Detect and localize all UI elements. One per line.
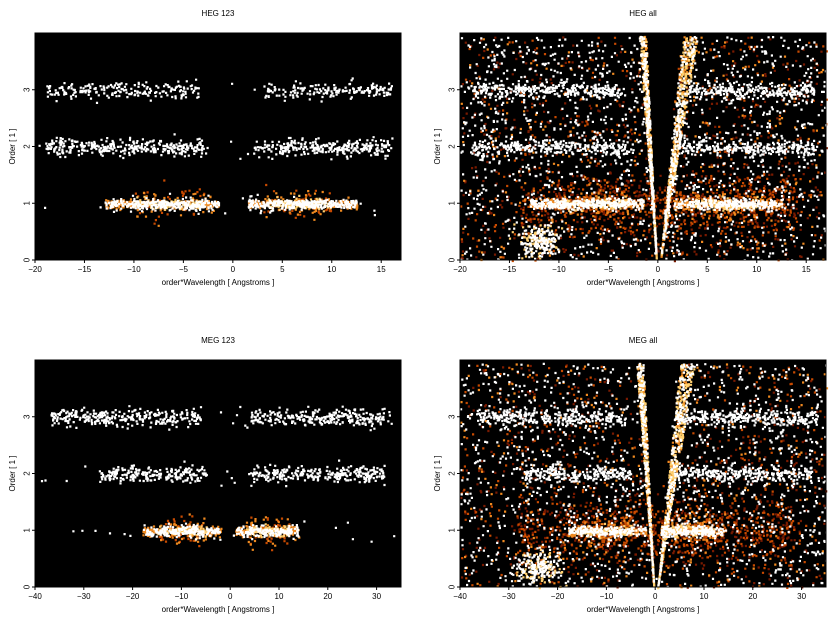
heatmap-level-3 <box>142 513 301 551</box>
y-tick-label: 3 <box>448 414 457 419</box>
y-tick-label: 0 <box>23 257 32 262</box>
y-tick-label: 0 <box>23 584 32 589</box>
x-tick-label: 30 <box>797 592 806 601</box>
x-axis-label: order*Wavelength [ Angstroms ] <box>162 278 275 287</box>
x-tick-label: −40 <box>28 592 42 601</box>
x-tick-label: −20 <box>126 592 140 601</box>
heatmap-level-1 <box>460 363 828 589</box>
heatmap-level-5 <box>40 405 396 543</box>
x-tick-label: 10 <box>275 592 284 601</box>
x-tick-label: 10 <box>700 592 709 601</box>
y-tick-label: 1 <box>448 527 457 532</box>
heatmap-level-4 <box>134 194 333 213</box>
x-tick-label: 5 <box>705 265 710 274</box>
chart-title: MEG 123 <box>201 336 235 345</box>
x-tick-label: −10 <box>127 265 141 274</box>
heatmap-pixels <box>38 77 394 227</box>
x-tick-label: −10 <box>175 592 189 601</box>
heatmap-level-5 <box>38 77 394 217</box>
x-tick-label: 10 <box>752 265 761 274</box>
x-tick-label: −20 <box>28 265 42 274</box>
x-tick-label: −5 <box>604 265 614 274</box>
x-tick-label: 20 <box>323 592 332 601</box>
y-tick-label: 0 <box>448 584 457 589</box>
x-tick-label: −15 <box>503 265 517 274</box>
chart-panel-4: MEG all −40 −30 −20 −10 0 10 20 30 0 1 2 3 order*Wave… <box>433 336 829 614</box>
x-tick-label: −20 <box>453 265 467 274</box>
chart-title: MEG all <box>629 336 658 345</box>
y-axis-label: Order [ 1 ] <box>8 128 17 164</box>
y-tick-label: 3 <box>23 87 32 92</box>
chart-title: HEG all <box>629 9 657 18</box>
y-tick-label: 2 <box>448 144 457 149</box>
x-tick-label: 15 <box>802 265 811 274</box>
y-tick-label: 3 <box>23 414 32 419</box>
chart-panel-3: MEG 123 −40 −30 −20 −10 0 10 20 30 0 1 2 3 order*Wave… <box>8 336 402 614</box>
heatmap-pixels <box>460 362 829 590</box>
x-tick-label: 0 <box>228 592 233 601</box>
x-tick-label: 0 <box>656 265 661 274</box>
x-tick-label: 30 <box>372 592 381 601</box>
y-tick-label: 1 <box>23 200 32 205</box>
heatmap-level-5 <box>460 362 828 590</box>
heatmap-pixels <box>460 35 828 263</box>
y-tick-label: 2 <box>23 144 32 149</box>
y-tick-label: 1 <box>448 200 457 205</box>
x-tick-label: 0 <box>653 592 658 601</box>
y-tick-label: 3 <box>448 87 457 92</box>
x-tick-label: −20 <box>551 592 565 601</box>
x-axis-label: order*Wavelength [ Angstroms ] <box>162 605 275 614</box>
y-tick-label: 0 <box>448 257 457 262</box>
x-tick-label: −5 <box>179 265 189 274</box>
heatmap-level-2 <box>157 515 291 552</box>
chart-title: HEG 123 <box>202 9 235 18</box>
x-tick-label: −30 <box>77 592 91 601</box>
y-axis-label: Order [ 1 ] <box>433 455 442 491</box>
x-axis-label: order*Wavelength [ Angstroms ] <box>587 605 700 614</box>
heatmap-level-1 <box>460 36 828 263</box>
y-axis-label: Order [ 1 ] <box>8 455 17 491</box>
y-axis-label: Order [ 1 ] <box>433 128 442 164</box>
x-tick-label: −40 <box>453 592 467 601</box>
x-tick-label: −15 <box>78 265 92 274</box>
x-tick-label: −30 <box>502 592 516 601</box>
x-tick-label: 15 <box>377 265 386 274</box>
x-tick-label: −10 <box>600 592 614 601</box>
chart-panel-2: HEG all −20 −15 −10 −5 0 5 10 15 0 1 2 3 order*Wavele… <box>433 9 828 287</box>
y-tick-label: 1 <box>23 527 32 532</box>
y-tick-label: 2 <box>448 471 457 476</box>
x-tick-label: 20 <box>748 592 757 601</box>
x-tick-label: −10 <box>552 265 566 274</box>
heatmap-level-5 <box>460 35 828 263</box>
x-axis-label: order*Wavelength [ Angstroms ] <box>587 278 700 287</box>
chart-panel-1: HEG 123 −20 −15 −10 −5 0 5 10 15 0 1 2 3 order*Wavele… <box>8 9 402 287</box>
x-tick-label: 10 <box>327 265 336 274</box>
y-tick-label: 2 <box>23 471 32 476</box>
heatmap-pixels <box>40 405 396 552</box>
x-tick-label: 5 <box>280 265 285 274</box>
x-tick-label: 0 <box>231 265 236 274</box>
